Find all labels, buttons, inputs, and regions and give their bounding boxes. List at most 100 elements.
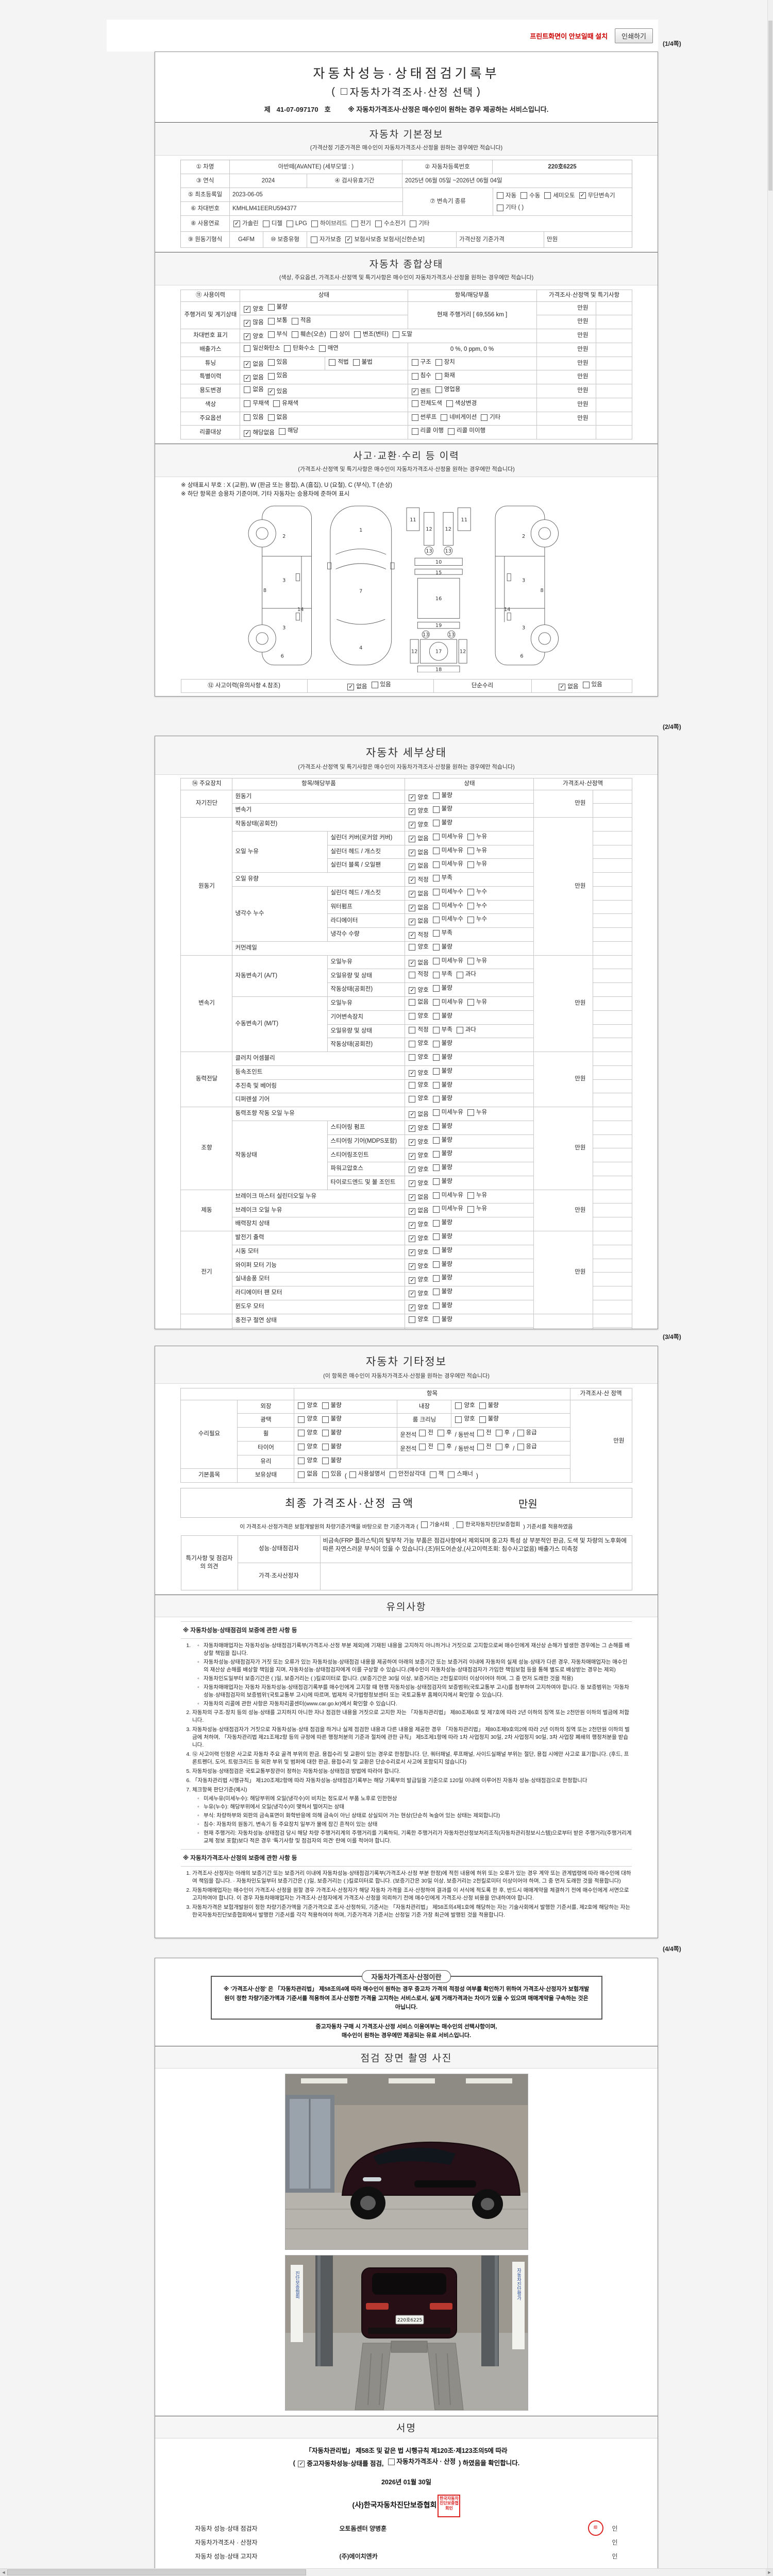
checkbox-option[interactable]: 안전삼각대	[389, 1470, 426, 1479]
checkbox-option[interactable]: 양호	[298, 1443, 318, 1451]
checkbox-option[interactable]: 불량	[432, 1316, 452, 1324]
checkbox-option[interactable]: 불량	[432, 943, 452, 952]
checkbox-option[interactable]: 없음	[244, 361, 264, 369]
checkbox-option[interactable]: 유채색	[273, 400, 298, 408]
checkbox-option[interactable]: 불량	[432, 1261, 452, 1269]
checkbox-option[interactable]: 자동차가격조사·산정 선택	[341, 84, 474, 99]
vertical-scrollbar[interactable]	[767, 0, 773, 2569]
checkbox-option[interactable]: 불량	[432, 819, 452, 827]
checkbox-option[interactable]: 양호	[298, 1415, 318, 1423]
checkbox-option[interactable]: 미세누유	[432, 860, 463, 869]
checkbox-option[interactable]: 양호	[409, 1152, 429, 1160]
checkbox-option[interactable]: 보험사보증 보험사[신한손보]	[345, 235, 425, 244]
checkbox-option[interactable]: 세미오토	[544, 192, 575, 200]
checkbox-option[interactable]: 양호	[409, 1166, 429, 1174]
checkbox-option[interactable]: 많음	[244, 319, 264, 327]
checkbox-option[interactable]: 불량	[432, 1054, 452, 1062]
checkbox-option[interactable]: 불량	[432, 1081, 452, 1090]
checkbox-option[interactable]: 없음	[298, 1470, 318, 1479]
checkbox-option[interactable]: 양호	[409, 1276, 429, 1284]
checkbox-option[interactable]: 양호	[409, 1221, 429, 1229]
checkbox-option[interactable]: 있음	[267, 388, 288, 396]
checkbox-option[interactable]: 양호	[409, 1070, 429, 1078]
checkbox-option[interactable]: 불량	[432, 1274, 452, 1282]
checkbox-option[interactable]: 적정	[409, 876, 429, 885]
checkbox-option[interactable]: 전체도색	[411, 400, 442, 408]
checkbox-option[interactable]: 전기	[351, 219, 371, 228]
checkbox-option[interactable]: 무단변속기	[579, 192, 615, 200]
checkbox-option[interactable]: 수소전기	[375, 219, 406, 228]
scroll-right-arrow[interactable]: ►	[766, 2569, 773, 2576]
checkbox-option[interactable]: 침수	[411, 372, 431, 380]
checkbox-option[interactable]: 과다	[456, 1026, 476, 1035]
checkbox-option[interactable]: 수동	[520, 192, 540, 200]
checkbox-option[interactable]: 불량	[432, 1137, 452, 1145]
checkbox-option[interactable]: 누유	[467, 1109, 487, 1117]
checkbox-option[interactable]: 응급	[517, 1443, 537, 1451]
checkbox-option[interactable]: 적음	[291, 317, 311, 325]
checkbox-option[interactable]: 불량	[432, 1233, 452, 1241]
checkbox-option[interactable]: 불량	[432, 1288, 452, 1296]
checkbox-option[interactable]: 양호	[298, 1402, 318, 1410]
checkbox-option[interactable]: 양호	[409, 1139, 429, 1147]
checkbox-option[interactable]: 부족	[432, 971, 452, 979]
checkbox-option[interactable]: 양호	[244, 333, 264, 341]
checkbox-option[interactable]: 없음	[409, 849, 429, 857]
checkbox-option[interactable]: 해당없음	[244, 429, 275, 437]
checkbox-option[interactable]: 불량	[432, 1012, 452, 1021]
checkbox-option[interactable]: 누유	[467, 860, 487, 869]
checkbox-option[interactable]: 양호	[455, 1402, 475, 1410]
checkbox-option[interactable]: 과다	[456, 971, 476, 979]
checkbox-option[interactable]: 양호	[409, 1290, 429, 1298]
checkbox-option[interactable]: 후	[438, 1429, 452, 1437]
checkbox-option[interactable]: 자동차가격조사 · 산정	[388, 2456, 456, 2467]
checkbox-option[interactable]: 스패너	[448, 1470, 473, 1479]
checkbox-option[interactable]: 불량	[479, 1402, 499, 1410]
checkbox-option[interactable]: 리콜 이행	[411, 427, 444, 435]
checkbox-option[interactable]: 있음	[322, 1470, 342, 1479]
checkbox-option[interactable]: 불량	[322, 1457, 342, 1465]
checkbox-option[interactable]: 전	[477, 1443, 492, 1451]
checkbox-option[interactable]: 양호	[409, 807, 429, 816]
checkbox-option[interactable]: 양호	[409, 1081, 429, 1090]
checkbox-option[interactable]: 없음	[409, 1111, 429, 1119]
checkbox-option[interactable]: 잭	[429, 1470, 444, 1479]
checkbox-option[interactable]: 없음	[409, 918, 429, 926]
checkbox-option[interactable]: 없음	[409, 998, 429, 1007]
checkbox-option[interactable]: 적법	[329, 359, 349, 367]
checkbox-option[interactable]: 양호	[409, 1304, 429, 1312]
checkbox-option[interactable]: 부족	[432, 929, 452, 938]
checkbox-option[interactable]: 부족	[432, 1026, 452, 1035]
checkbox-option[interactable]: 불량	[432, 1123, 452, 1131]
checkbox-option[interactable]: 미세누유	[432, 1109, 463, 1117]
checkbox-option[interactable]: 누유	[467, 957, 487, 965]
checkbox-option[interactable]: 불량	[432, 985, 452, 993]
checkbox-option[interactable]: 매연	[318, 345, 339, 353]
checkbox-option[interactable]: 누유	[467, 1192, 487, 1200]
checkbox-option[interactable]: 적정	[409, 971, 429, 979]
checkbox-option[interactable]: 응급	[517, 1429, 537, 1437]
checkbox-option[interactable]: 누유	[467, 998, 487, 1007]
checkbox-option[interactable]: 불량	[479, 1415, 499, 1423]
checkbox-option[interactable]: 기타	[481, 414, 500, 422]
checkbox-option[interactable]: 해당	[278, 427, 298, 435]
checkbox-option[interactable]: 있음	[371, 681, 391, 689]
checkbox-option[interactable]: 누유	[467, 847, 487, 855]
checkbox-option[interactable]: 불량	[432, 1247, 452, 1255]
checkbox-option[interactable]: 부족	[432, 874, 452, 883]
checkbox-option[interactable]: 없음	[409, 904, 429, 912]
checkbox-option[interactable]: 불법	[352, 359, 373, 367]
checkbox-option[interactable]: 보통	[267, 317, 288, 325]
checkbox-option[interactable]: 후	[438, 1443, 452, 1451]
checkbox-option[interactable]: 양호	[409, 1316, 429, 1324]
checkbox-option[interactable]: 있음	[244, 414, 264, 422]
checkbox-option[interactable]: 탄화수소	[284, 345, 315, 353]
checkbox-option[interactable]: 무채색	[244, 400, 269, 408]
checkbox-option[interactable]: 양호	[244, 306, 264, 314]
checkbox-option[interactable]: 상이	[330, 331, 350, 339]
checkbox-option[interactable]: 양호	[409, 1040, 429, 1048]
checkbox-option[interactable]: 없음	[347, 683, 367, 691]
checkbox-option[interactable]: 불량	[432, 1302, 452, 1310]
checkbox-option[interactable]: 양호	[409, 1125, 429, 1133]
checkbox-option[interactable]: 양호	[298, 1457, 318, 1465]
